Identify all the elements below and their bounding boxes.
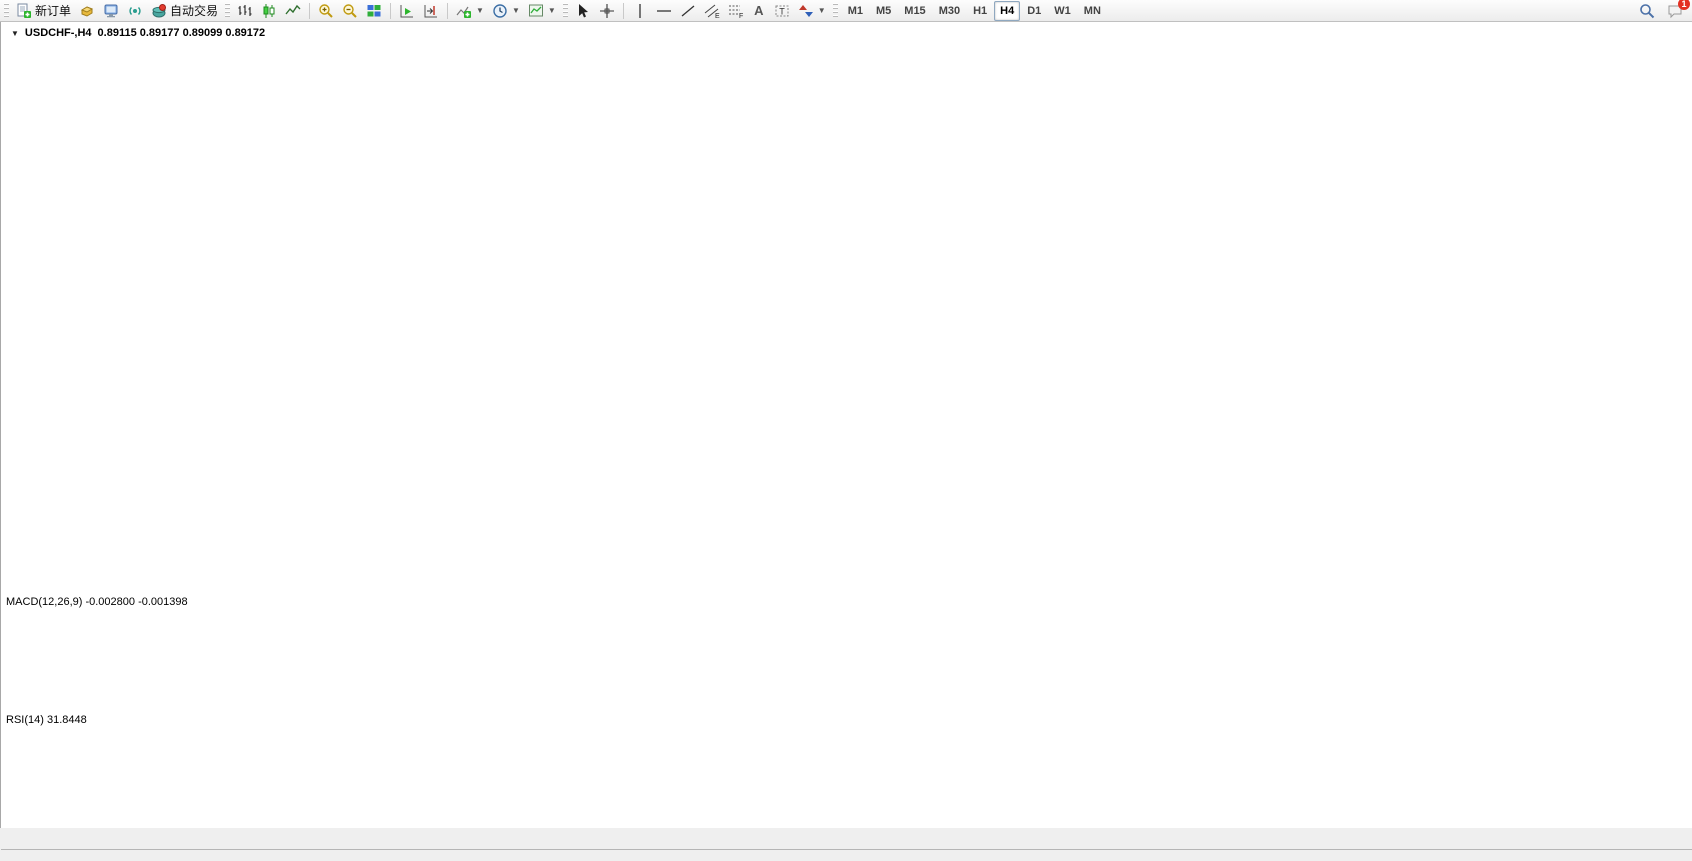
chevron-down-icon: ▼ — [476, 6, 484, 15]
document-plus-icon — [17, 3, 31, 18]
price-chart-canvas[interactable] — [1, 22, 1692, 828]
text-a-icon: A — [754, 3, 764, 18]
timeframe-D1[interactable]: D1 — [1027, 4, 1042, 17]
chart-symbol-line: ▼ USDCHF-,H4 0.89115 0.89177 0.89099 0.8… — [11, 27, 265, 39]
magnifier-minus-icon — [343, 3, 357, 18]
text-label-icon: T — [775, 5, 789, 16]
search-button[interactable] — [1636, 1, 1658, 21]
timeframe-H1[interactable]: H1 — [973, 4, 988, 17]
timeframe-M15[interactable]: M15 — [904, 4, 926, 17]
template-chart-icon — [528, 4, 543, 16]
chart-ohlc-values: 0.89115 0.89177 0.89099 0.89172 — [97, 27, 266, 39]
navigator-button[interactable] — [124, 1, 146, 21]
toolbar-grip — [4, 2, 9, 19]
autotrade-robot-icon — [152, 3, 167, 17]
fibonacci-icon: F — [728, 5, 743, 19]
window-bottom-strip — [1, 849, 1692, 861]
clock-icon — [493, 3, 507, 18]
data-window-button[interactable] — [100, 1, 122, 21]
vertical-line-button[interactable] — [629, 1, 651, 21]
rsi-indicator-title: RSI(14) 31.8448 — [6, 714, 87, 726]
chart-shift-button[interactable] — [420, 1, 442, 21]
ohlc-bars-icon — [238, 4, 252, 16]
line-chart-button[interactable] — [282, 1, 304, 21]
candlestick-icon — [263, 3, 275, 18]
chart-symbol: USDCHF-,H4 — [24, 27, 92, 39]
svg-text:T: T — [779, 6, 785, 16]
timeframe-W1[interactable]: W1 — [1054, 4, 1071, 17]
svg-text:F: F — [739, 13, 743, 19]
auto-scroll-button[interactable] — [396, 1, 418, 21]
notification-badge: 1 — [1678, 0, 1690, 10]
chart-shift-icon — [424, 4, 438, 17]
timeframe-H4[interactable]: H4 — [994, 0, 1021, 21]
equidistant-channel-button[interactable]: E — [701, 1, 723, 21]
text-button[interactable]: A — [749, 1, 769, 21]
timeframe-bar: M1 M5 M15 M30 H1 H4 D1 W1 MN — [842, 0, 1107, 21]
bar-chart-button[interactable] — [234, 1, 256, 21]
horizontal-line-icon — [656, 9, 671, 12]
new-order-label: 新订单 — [35, 4, 72, 18]
trendline-button[interactable] — [677, 1, 699, 21]
timeframe-M1[interactable]: M1 — [847, 4, 863, 17]
main-toolbar: 新订单 自动交易 — [0, 0, 1692, 22]
zoom-out-button[interactable] — [339, 1, 361, 21]
crosshair-button[interactable] — [596, 1, 618, 21]
auto-scroll-icon — [400, 4, 414, 17]
chart-window[interactable]: ▼ USDCHF-,H4 0.89115 0.89177 0.89099 0.8… — [0, 22, 1692, 861]
chart-dropdown-icon[interactable]: ▼ — [11, 28, 19, 38]
vertical-line-icon — [639, 3, 641, 18]
tile-windows-button[interactable] — [363, 1, 385, 21]
market-watch-button[interactable] — [76, 1, 98, 21]
trendline-icon — [681, 5, 695, 16]
line-chart-icon — [285, 4, 301, 14]
svg-text:E: E — [715, 13, 720, 19]
autotrade-label: 自动交易 — [170, 4, 219, 18]
indicators-button[interactable]: ▼ — [453, 1, 487, 21]
chevron-down-icon: ▼ — [547, 6, 556, 15]
toolbar-grip — [832, 2, 838, 19]
indicators-plus-icon — [456, 6, 472, 18]
horizontal-line-button[interactable] — [653, 1, 675, 21]
arrows-icon — [798, 4, 813, 17]
new-order-button[interactable]: 新订单 — [13, 1, 74, 21]
signal-icon — [129, 6, 141, 15]
periods-button[interactable]: ▼ — [489, 1, 523, 21]
toolbar-grip — [562, 2, 568, 19]
equidistant-channel-icon: E — [704, 4, 720, 19]
notifications-button[interactable]: 1 — [1664, 0, 1690, 21]
timeframe-M30[interactable]: M30 — [938, 4, 961, 17]
crosshair-icon — [599, 3, 614, 18]
text-label-button[interactable]: T — [771, 1, 793, 21]
tiled-windows-icon — [367, 4, 381, 16]
timeframe-M5[interactable]: M5 — [876, 4, 892, 17]
fibonacci-button[interactable]: F — [725, 1, 747, 21]
chevron-down-icon: ▼ — [817, 6, 826, 15]
arrows-button[interactable]: ▼ — [795, 1, 829, 21]
toolbar-grip — [225, 2, 231, 19]
cursor-button[interactable] — [572, 1, 594, 21]
magnifier-plus-icon — [319, 3, 333, 18]
autotrade-button[interactable]: 自动交易 — [148, 1, 221, 21]
timeframe-MN[interactable]: MN — [1083, 4, 1101, 17]
macd-indicator-title: MACD(12,26,9) -0.002800 -0.001398 — [6, 596, 188, 608]
chevron-down-icon: ▼ — [511, 6, 520, 15]
gold-cube-icon — [80, 5, 94, 17]
templates-button[interactable]: ▼ — [525, 1, 559, 21]
toolbar-right-group: 1 — [1636, 0, 1690, 21]
monitor-icon — [104, 4, 118, 17]
cursor-arrow-icon — [578, 3, 588, 17]
search-icon — [1640, 4, 1655, 19]
candlestick-chart-button[interactable] — [258, 1, 280, 21]
zoom-in-button[interactable] — [315, 1, 337, 21]
